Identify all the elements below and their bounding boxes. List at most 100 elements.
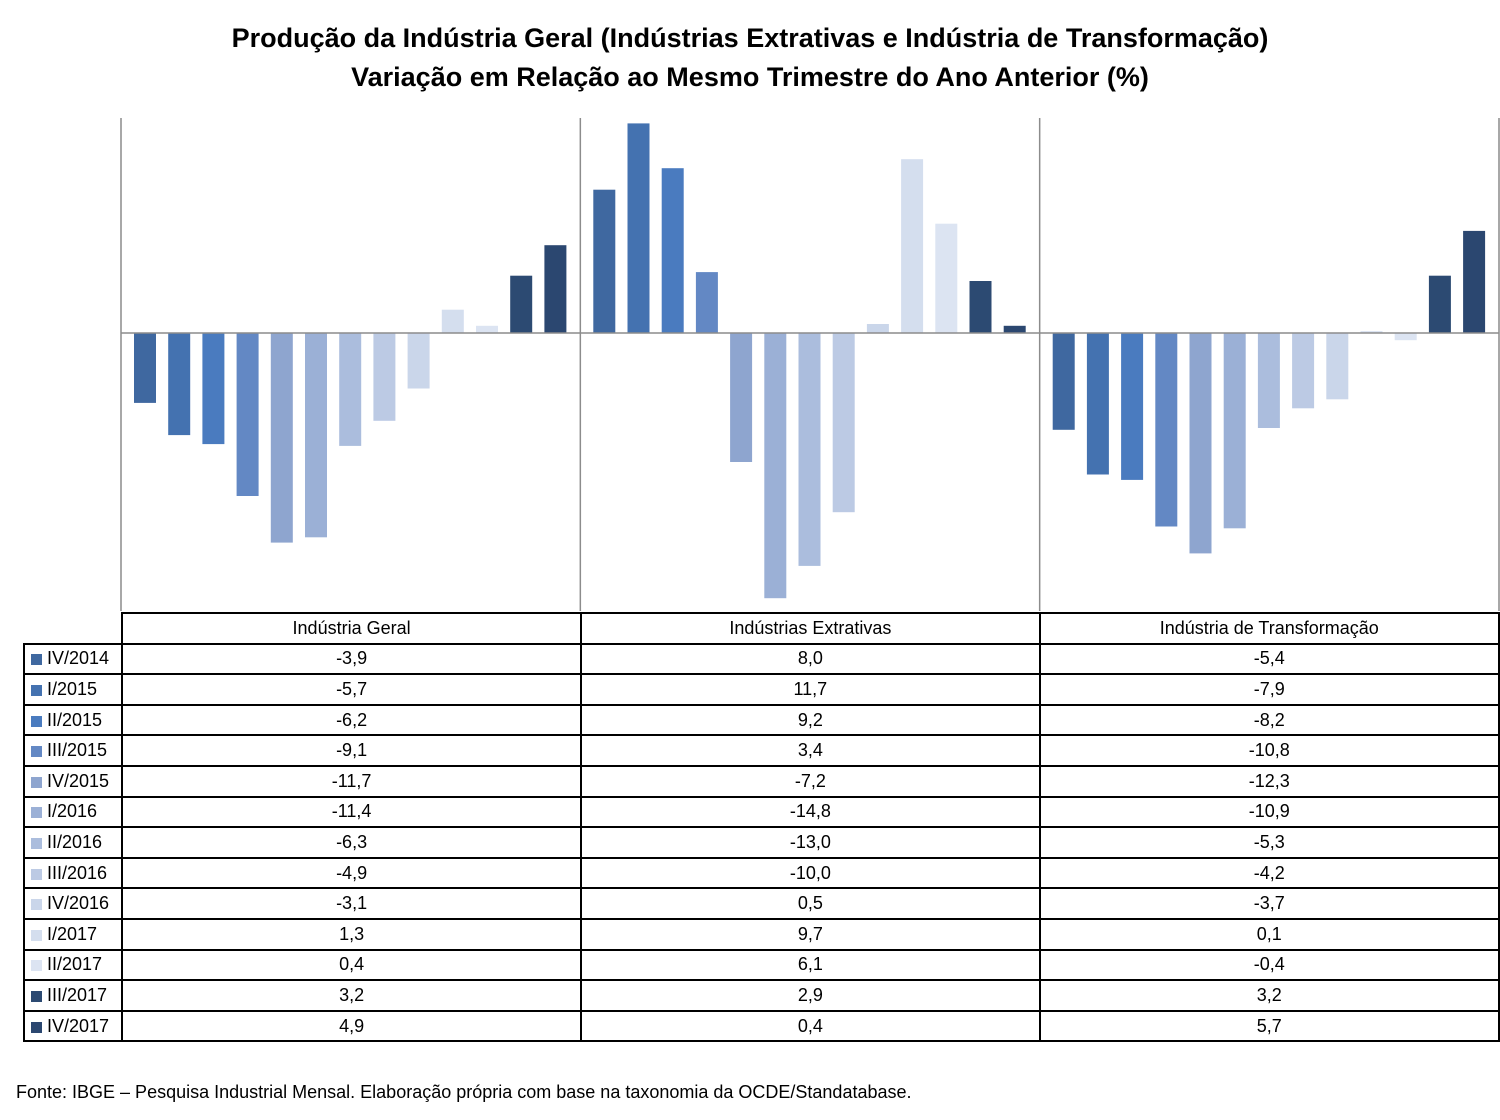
series-name: III/2016 [47,862,108,883]
bar [1052,333,1075,430]
data-label: 9,7 [580,917,1041,951]
series-label: IV/2016 [23,887,123,920]
series-name: III/2017 [47,984,108,1005]
table-row: II/2016 -6,3 -13,0 -5,3 [23,826,1500,859]
chart-subtitle: Variação em Relação ao Mesmo Trimestre d… [351,62,1149,92]
data-table: Indústria Geral Indústrias Extrativas Indú… [23,612,1500,1043]
table-row: IV/2014 -3,9 8,0 -5,4 [23,642,1500,676]
bar [305,333,327,538]
bar [1189,333,1212,554]
bar [1086,333,1109,475]
series-label: I/2015 [23,673,123,706]
bar [1394,333,1417,341]
data-label: -3,9 [120,642,583,676]
bar [798,333,821,566]
bar [1292,333,1315,409]
chart-title: Produção da Indústria Geral (Indústrias … [231,23,1269,53]
data-label: -12,3 [1038,764,1500,798]
series-label: III/2017 [23,979,123,1012]
legend-key-icon [31,715,42,727]
table-corner [24,613,123,645]
bar [373,333,396,421]
data-label: -3,7 [1038,887,1500,920]
table-row: IV/2016 -3,1 0,5 -3,7 [23,887,1500,920]
bar [1155,333,1178,527]
series-name: IV/2014 [47,648,110,669]
series-label: II/2017 [23,948,123,982]
bar [441,309,464,333]
data-label: -8,2 [1038,703,1500,737]
bar [661,168,684,333]
category-label: Indústria de Transformação [1038,612,1500,645]
data-label: 2,9 [580,979,1041,1012]
series-name: IV/2016 [47,893,110,914]
table-row: IV/2015 -11,7 -7,2 -12,3 [23,764,1500,798]
category-label: Indústria Geral [120,612,583,645]
series-label: I/2017 [23,917,123,951]
category-label: Indústrias Extrativas [580,612,1041,645]
data-label: 3,4 [580,734,1041,767]
series-name: I/2017 [47,923,98,944]
series-label: III/2016 [23,856,123,890]
series-label: IV/2017 [23,1009,123,1043]
data-label: 3,2 [1038,979,1500,1012]
data-label: -6,2 [120,703,583,737]
legend-key-icon [31,684,42,696]
bar [270,333,293,543]
data-label: -5,4 [1038,642,1500,676]
table-row: III/2016 -4,9 -10,0 -4,2 [23,856,1500,890]
bar [407,333,430,389]
series-name: IV/2017 [47,1015,110,1036]
bar [695,272,718,333]
table-row: I/2017 1,3 9,7 0,1 [23,917,1500,951]
series-label: II/2015 [23,703,123,737]
data-label: -5,3 [1038,826,1500,859]
data-label: 5,7 [1038,1009,1500,1043]
series-name: II/2016 [47,831,103,852]
series-name: II/2015 [47,709,103,730]
data-label: -7,2 [580,764,1041,798]
table-row: III/2017 3,2 2,9 3,2 [23,979,1500,1012]
data-label: -3,1 [120,887,583,920]
bar [202,333,225,445]
data-label: -7,9 [1038,673,1500,706]
data-label: -0,4 [1038,948,1500,982]
bar [969,281,992,333]
bar [1003,325,1026,333]
table-row: I/2016 -11,4 -14,8 -10,9 [23,795,1500,829]
data-label: -13,0 [580,826,1041,859]
data-label: 4,9 [120,1009,583,1043]
legend-key-icon [31,899,42,911]
data-label: -5,7 [120,673,583,706]
bar [510,275,533,333]
legend-key-icon [31,929,42,941]
bar [339,333,362,446]
series-label: I/2016 [23,795,123,829]
bar [832,333,855,513]
bar-chart [120,118,1500,611]
legend-key-icon [31,746,42,758]
bar [730,333,753,462]
table-row: II/2015 -6,2 9,2 -8,2 [23,703,1500,737]
table-row: III/2015 -9,1 3,4 -10,8 [23,734,1500,767]
legend-key-icon [31,990,42,1002]
series-name: II/2017 [47,954,103,975]
legend-key-icon [31,807,42,819]
data-label: 11,7 [580,673,1041,706]
series-label: II/2016 [23,826,123,859]
bar [134,333,156,403]
data-label: 6,1 [580,948,1041,982]
data-label: 0,4 [120,948,583,982]
series-label: IV/2015 [23,764,123,798]
legend-key-icon [31,654,42,666]
bar [1257,333,1280,428]
bar [764,333,787,599]
series-label: III/2015 [23,734,123,767]
series-name: I/2016 [47,801,98,822]
series-name: I/2015 [47,678,98,699]
bar [1360,331,1383,333]
legend-key-icon [31,960,42,972]
data-label: 3,2 [120,979,583,1012]
table-header-row: Indústria Geral Indústrias Extrativas Indú… [24,612,1500,645]
series-label: IV/2014 [23,642,123,676]
